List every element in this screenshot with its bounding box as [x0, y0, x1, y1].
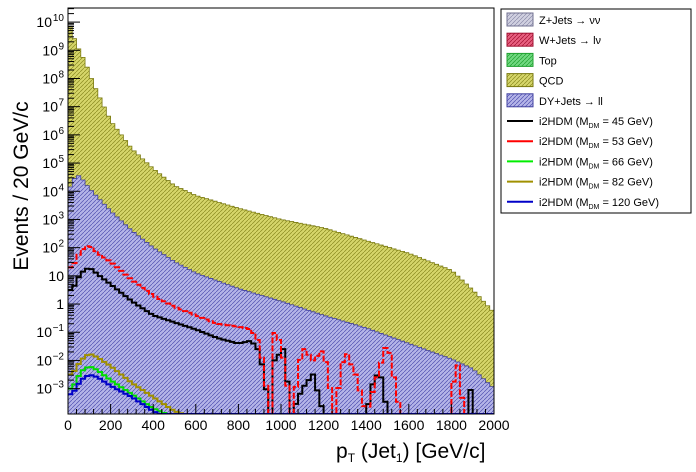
y-tick-exponent: 4 [58, 182, 64, 193]
x-tick-label: 600 [184, 417, 208, 433]
x-tick-label: 0 [64, 417, 72, 433]
signal-line-3 [68, 366, 494, 414]
y-tick-exponent: 10 [53, 13, 65, 24]
y-tick-label: 10 [42, 240, 58, 256]
x-axis-label: pT (Jet1) [GeV/c] [336, 440, 485, 465]
legend-entry: i2HDM (MDM = 82 GeV) [507, 177, 653, 191]
legend-swatch [506, 52, 534, 67]
y-tick-exponent: 5 [58, 154, 64, 165]
legend: Z+Jets → νν W+Jets → lν Top QCD DY+Jets → ll… [500, 8, 692, 214]
signal-line-5 [68, 374, 494, 414]
y-tick-label: 10 [36, 324, 52, 340]
y-tick-exponent: 8 [58, 69, 64, 80]
legend-entry: DY+Jets → ll [506, 93, 603, 108]
x-tick-label: 1200 [308, 417, 339, 433]
legend-label: Top [539, 55, 557, 67]
x-tick-label: 1400 [351, 417, 382, 433]
legend-label: QCD [539, 76, 564, 88]
legend-label: DY+Jets → ll [539, 96, 603, 108]
y-tick-label: 10 [42, 211, 58, 227]
y-tick-label: 10 [48, 268, 64, 284]
signal-line-2 [68, 245, 494, 414]
y-tick-exponent: 7 [58, 98, 64, 109]
y-tick-exponent: 9 [58, 41, 64, 52]
y-tick-label: 10 [36, 352, 52, 368]
legend-label: Z+Jets → νν [539, 15, 601, 27]
legend-label: i2HDM (MDM = 45 GeV) [539, 116, 653, 130]
legend-label: W+Jets → lν [539, 35, 602, 47]
legend-swatch [506, 32, 534, 47]
x-tick-label: 800 [227, 417, 251, 433]
legend-swatch [506, 12, 534, 27]
x-tick-label: 400 [142, 417, 166, 433]
x-tick-label: 2000 [478, 417, 509, 433]
y-tick-exponent: 2 [58, 239, 64, 250]
legend-entry: i2HDM (MDM = 120 GeV) [507, 197, 659, 211]
x-tick-label: 1600 [393, 417, 424, 433]
legend-swatch [506, 93, 534, 108]
y-tick-label: 10 [36, 14, 52, 30]
y-tick-label: 10 [42, 183, 58, 199]
legend-entry: Z+Jets → νν [506, 12, 601, 27]
legend-entry: i2HDM (MDM = 45 GeV) [507, 116, 653, 130]
y-tick-label: 10 [42, 127, 58, 143]
y-tick-exponent: 6 [58, 126, 64, 137]
legend-label: i2HDM (MDM = 53 GeV) [539, 136, 653, 150]
y-tick-exponent: −2 [53, 351, 65, 362]
y-tick-exponent: −1 [53, 323, 65, 334]
stack-z-jets- [68, 175, 494, 414]
y-tick-label: 10 [36, 381, 52, 397]
x-tick-label: 200 [99, 417, 123, 433]
legend-label: i2HDM (MDM = 120 GeV) [539, 197, 659, 211]
legend-entry: QCD [506, 73, 564, 88]
y-axis-label: Events / 20 GeV/c [10, 101, 33, 270]
legend-label: i2HDM (MDM = 66 GeV) [539, 156, 653, 170]
legend-entry: i2HDM (MDM = 66 GeV) [507, 156, 653, 170]
signal-line-1 [68, 267, 494, 414]
y-tick-label: 10 [42, 42, 58, 58]
x-tick-label: 1000 [265, 417, 296, 433]
y-tick-label: 10 [42, 70, 58, 86]
x-tick-label: 1800 [436, 417, 467, 433]
legend-entry: W+Jets → lν [506, 32, 602, 47]
y-tick-label: 10 [42, 99, 58, 115]
legend-label: i2HDM (MDM = 82 GeV) [539, 177, 653, 191]
signal-line-4 [68, 353, 494, 414]
y-tick-label: 10 [42, 155, 58, 171]
y-tick-exponent: −3 [53, 380, 65, 391]
y-tick-label: 1 [56, 296, 64, 312]
legend-swatch [506, 73, 534, 88]
legend-entry: Top [506, 52, 557, 67]
y-tick-exponent: 3 [58, 210, 64, 221]
legend-entry: i2HDM (MDM = 53 GeV) [507, 136, 653, 150]
